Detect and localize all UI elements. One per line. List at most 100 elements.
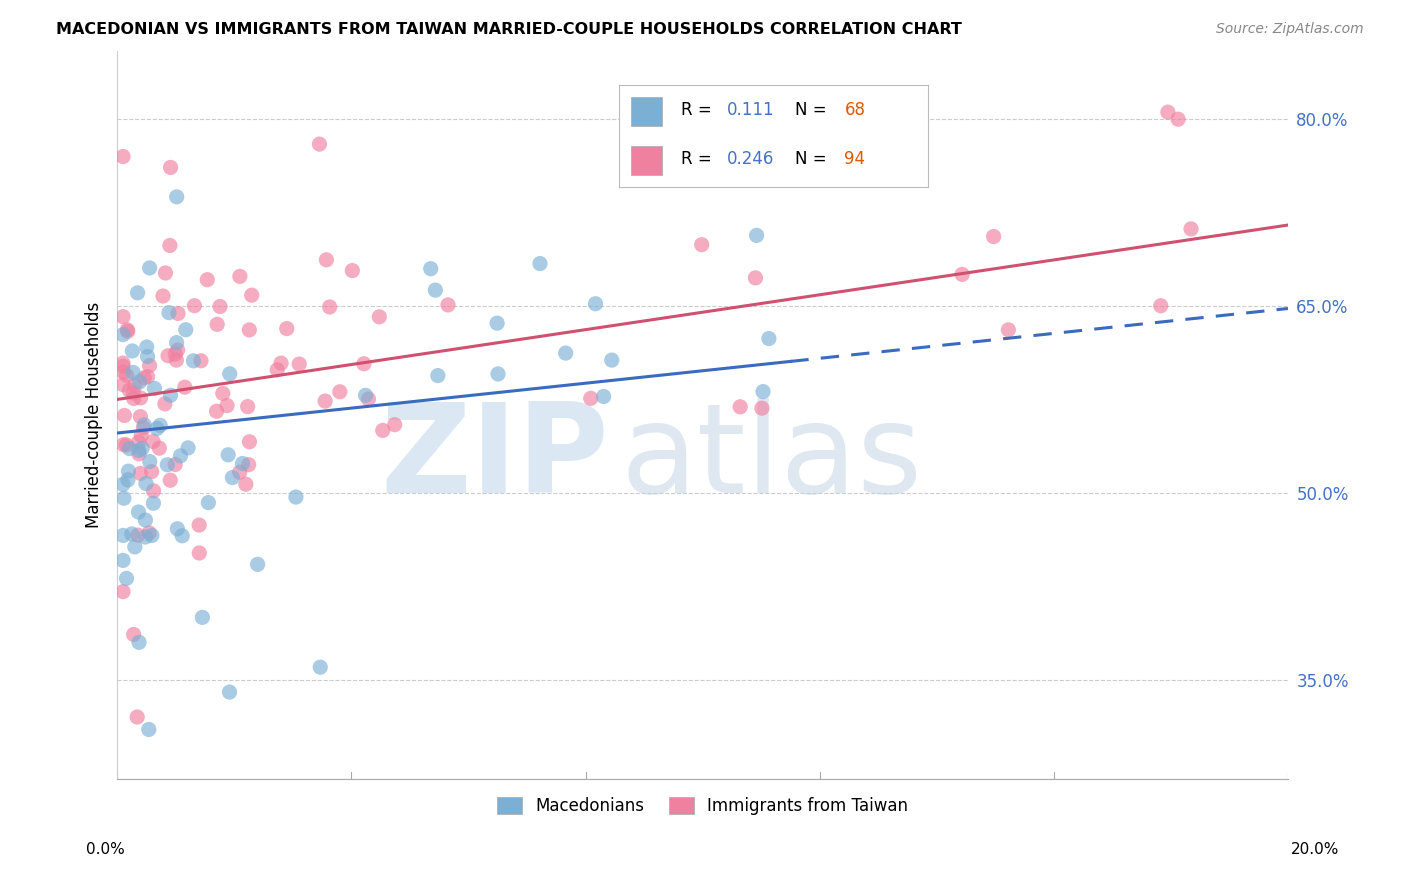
Point	[134, 513, 156, 527]
Point	[1180, 222, 1202, 236]
Point	[129, 409, 152, 424]
Point	[165, 347, 187, 361]
Point	[690, 237, 713, 252]
Point	[122, 392, 145, 406]
Point	[1157, 105, 1180, 120]
Point	[205, 318, 228, 332]
Point	[122, 386, 145, 401]
Point	[167, 306, 190, 320]
Point	[229, 269, 252, 284]
Point	[118, 383, 141, 397]
Point	[127, 285, 149, 300]
Point	[165, 458, 187, 472]
Point	[288, 357, 311, 371]
Point	[238, 323, 260, 337]
Point	[138, 723, 160, 737]
Point	[950, 268, 973, 282]
Point	[238, 458, 260, 472]
Point	[129, 428, 152, 442]
Point	[190, 353, 212, 368]
Point	[166, 335, 188, 350]
Point	[112, 359, 135, 373]
Point	[169, 449, 191, 463]
Point	[141, 465, 163, 479]
Text: Source: ZipAtlas.com: Source: ZipAtlas.com	[1216, 22, 1364, 37]
Point	[353, 357, 375, 371]
Point	[270, 356, 292, 370]
Point	[318, 300, 340, 314]
Point	[235, 477, 257, 491]
Point	[238, 434, 260, 449]
Point	[159, 161, 181, 175]
Point	[728, 400, 751, 414]
Point	[143, 381, 166, 395]
Point	[188, 546, 211, 560]
Point	[354, 388, 377, 402]
Point	[112, 409, 135, 423]
Point	[426, 368, 449, 383]
Point	[314, 394, 336, 409]
Point	[384, 417, 406, 432]
Point	[600, 353, 623, 368]
Point	[419, 261, 441, 276]
Point	[138, 260, 160, 275]
Text: ZIP: ZIP	[380, 398, 609, 519]
Point	[138, 359, 160, 373]
Point	[134, 371, 156, 385]
Point	[208, 300, 231, 314]
Point	[134, 417, 156, 432]
Bar	[631, 146, 662, 175]
Point	[115, 438, 138, 452]
Point	[112, 438, 135, 452]
Text: N =: N =	[794, 101, 832, 119]
Point	[174, 323, 197, 337]
Point	[218, 367, 240, 381]
Point	[128, 635, 150, 649]
Legend: Macedonians, Immigrants from Taiwan: Macedonians, Immigrants from Taiwan	[491, 790, 915, 822]
Text: atlas: atlas	[620, 398, 922, 519]
Point	[129, 391, 152, 405]
Point	[136, 350, 159, 364]
Point	[146, 421, 169, 435]
Point	[124, 378, 146, 392]
Point	[529, 256, 551, 270]
Point	[218, 685, 240, 699]
Point	[240, 288, 263, 302]
Point	[205, 404, 228, 418]
Point	[118, 442, 141, 456]
Point	[142, 496, 165, 510]
Point	[117, 464, 139, 478]
Point	[153, 397, 176, 411]
Point	[135, 340, 157, 354]
Text: 94: 94	[845, 150, 866, 168]
Point	[122, 366, 145, 380]
Point	[188, 518, 211, 533]
Point	[131, 442, 153, 456]
Point	[112, 528, 135, 542]
Point	[486, 316, 509, 330]
Point	[1167, 112, 1189, 127]
Point	[173, 380, 195, 394]
Text: 68: 68	[845, 101, 866, 119]
Point	[308, 137, 330, 152]
Point	[166, 343, 188, 357]
Point	[112, 491, 135, 506]
Point	[124, 540, 146, 554]
Point	[191, 610, 214, 624]
Point	[112, 356, 135, 370]
Point	[221, 470, 243, 484]
Point	[592, 390, 614, 404]
Point	[183, 299, 205, 313]
Point	[751, 401, 773, 416]
Point	[134, 530, 156, 544]
Point	[121, 343, 143, 358]
Point	[112, 584, 135, 599]
Point	[236, 400, 259, 414]
Point	[142, 483, 165, 498]
Point	[983, 229, 1005, 244]
Point	[112, 553, 135, 567]
Point	[128, 435, 150, 450]
Point	[195, 273, 218, 287]
Y-axis label: Married-couple Households: Married-couple Households	[86, 301, 103, 528]
Point	[266, 363, 288, 377]
